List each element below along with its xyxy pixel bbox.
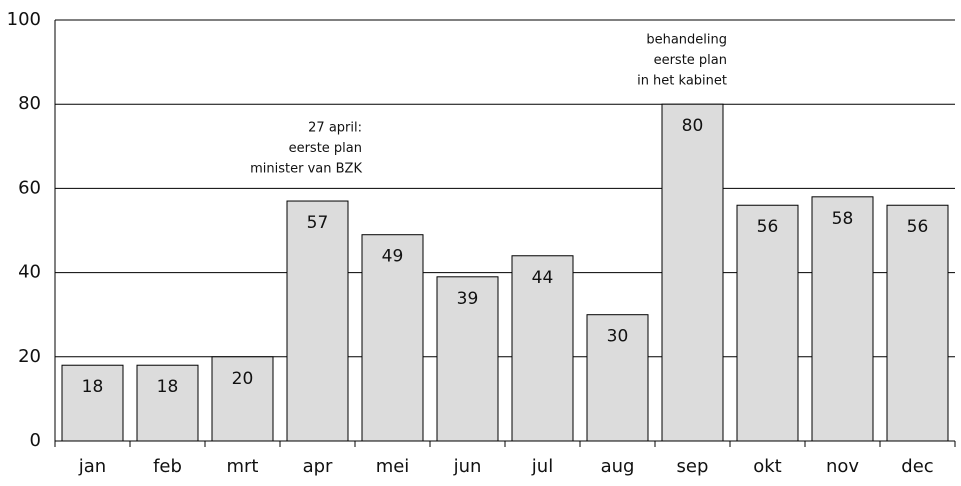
- data-label: 56: [907, 217, 929, 237]
- bar: [511, 255, 574, 442]
- x-tick-label: dec: [901, 456, 933, 477]
- data-label: 44: [532, 268, 554, 288]
- x-tick-label: aug: [601, 456, 635, 477]
- data-label: 30: [607, 327, 629, 347]
- annotation: 27 april:: [308, 121, 362, 136]
- bar: [361, 234, 424, 442]
- x-tick-label: jul: [531, 456, 553, 477]
- data-label: 18: [157, 377, 179, 397]
- bar: [811, 196, 874, 442]
- y-tick-label: 100: [7, 9, 41, 30]
- bar: [661, 103, 724, 442]
- annotation: in het kabinet: [637, 74, 727, 89]
- y-tick-label: 40: [18, 262, 41, 283]
- bar: [211, 356, 274, 442]
- x-tick-label: sep: [677, 456, 709, 477]
- y-tick-label: 60: [18, 177, 41, 198]
- annotation: eerste plan: [289, 141, 362, 156]
- x-tick-label: apr: [303, 456, 333, 477]
- y-tick-label: 0: [30, 430, 41, 451]
- data-label: 18: [82, 377, 104, 397]
- bar: [886, 204, 949, 442]
- data-label: 20: [232, 369, 254, 389]
- x-tick-label: jan: [78, 456, 106, 477]
- bar: [136, 364, 199, 442]
- data-label: 58: [832, 209, 854, 229]
- data-label: 57: [307, 213, 329, 233]
- x-tick-label: nov: [826, 456, 859, 477]
- bar: [586, 314, 649, 442]
- annotation: behandeling: [646, 33, 727, 48]
- x-tick-label: okt: [753, 456, 782, 477]
- x-tick-label: mei: [376, 456, 410, 477]
- bar: [736, 204, 799, 442]
- y-tick-label: 20: [18, 346, 41, 367]
- annotation: eerste plan: [654, 53, 727, 68]
- data-label: 39: [457, 289, 479, 309]
- x-tick-label: jun: [453, 456, 482, 477]
- x-tick-label: mrt: [227, 456, 259, 477]
- annotation: minister van BZK: [250, 162, 362, 177]
- data-label: 56: [757, 217, 779, 237]
- x-tick-label: feb: [153, 456, 182, 477]
- data-label: 49: [382, 247, 404, 267]
- bar: [61, 364, 124, 442]
- bar: [436, 276, 499, 442]
- bar: [286, 200, 349, 442]
- y-tick-label: 80: [18, 93, 41, 114]
- data-label: 80: [682, 116, 704, 136]
